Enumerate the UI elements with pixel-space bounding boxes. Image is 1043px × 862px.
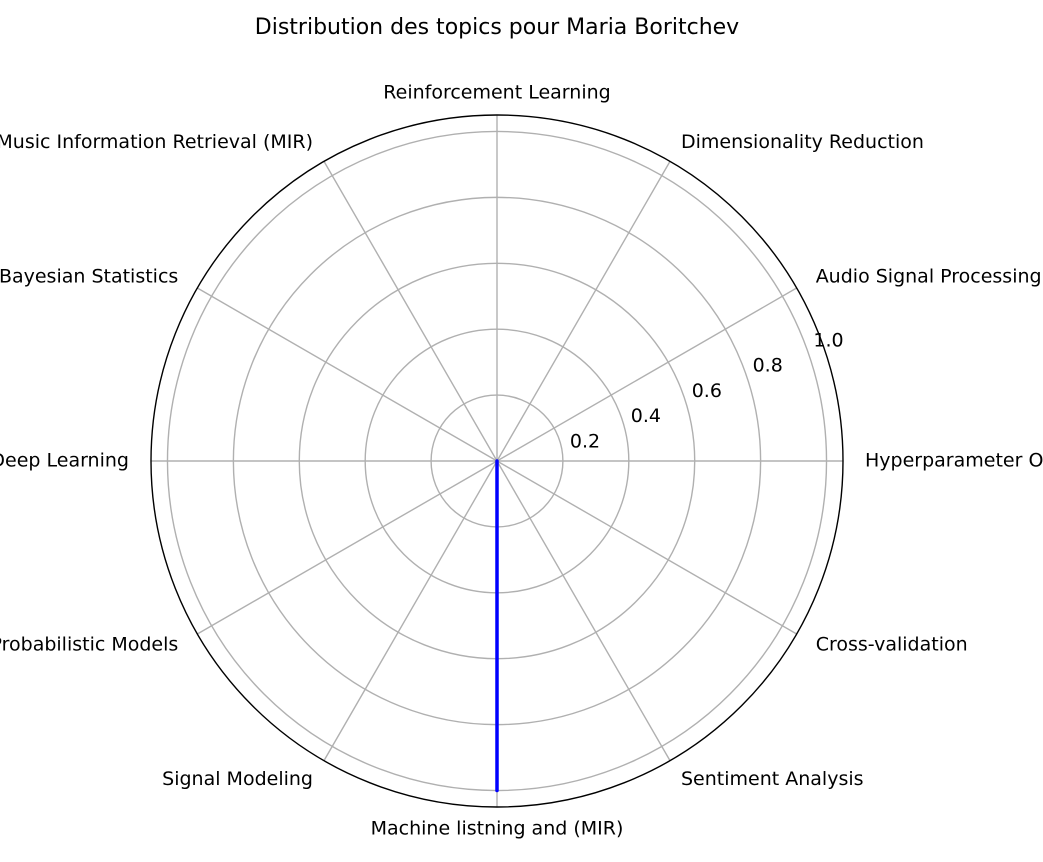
grid-spoke-5 [197,287,498,462]
r-tick-label-1: 0.4 [631,405,661,427]
grid-spoke-10 [496,460,671,761]
chart-title: Distribution des topics pour Maria Borit… [255,15,739,40]
category-label-11: Cross-validation [816,634,968,656]
category-label-2: Dimensionality Reduction [681,131,924,153]
category-label-6: Deep Learning [0,450,129,472]
category-label-4: Machine Listening and Music Information … [0,131,313,153]
category-labels: Hyperparameter Optimization Audio Signal … [0,82,1043,840]
polar-frame [150,114,844,808]
radial-tick-labels: 0.2 0.4 0.6 0.8 1.0 [570,329,844,452]
category-label-0: Hyperparameter Optimization [865,450,1043,472]
grid-spoke-8 [323,460,498,761]
r-tick-label-3: 0.8 [753,355,783,377]
grid-spoke-1 [496,287,797,462]
r-tick-label-4: 1.0 [813,329,843,351]
category-label-10: Sentiment Analysis [681,768,864,790]
grid-spoke-11 [496,460,797,635]
category-label-3: Reinforcement Learning [383,82,610,104]
grid-spoke-7 [197,460,498,635]
r-tick-label-0: 0.2 [570,430,600,452]
grid-spoke-4 [323,161,498,462]
category-label-9: Machine listning and (MIR) [371,818,624,840]
category-label-8: Signal Modeling [162,768,313,790]
grid-spoke-2 [496,161,671,462]
category-label-1: Audio Signal Processing [816,266,1042,288]
category-label-5: Bayesian Statistics [0,266,178,288]
category-label-7: Probabilistic Models [0,634,178,656]
r-tick-label-2: 0.6 [692,380,722,402]
